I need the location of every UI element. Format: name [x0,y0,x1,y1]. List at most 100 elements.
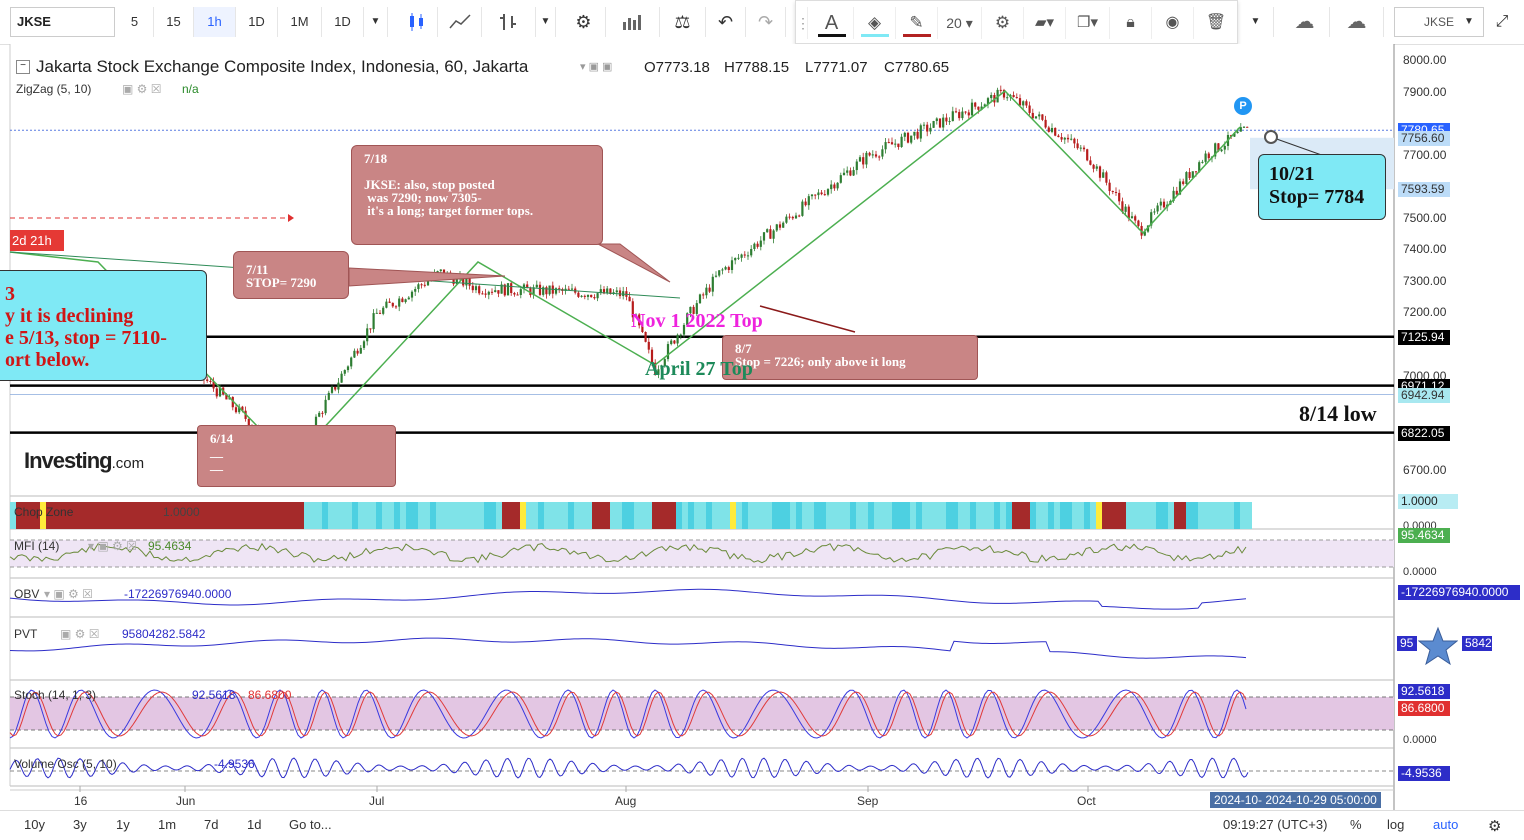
legend-menu-icon[interactable]: ▾ ▣ ▣ [580,61,613,73]
zigzag-settings-icon[interactable]: ▣ ⚙ ☒ [122,82,162,96]
note-7-18[interactable]: 7/18 JKSE: also, stop posted was 7290; n… [351,145,603,245]
interval-1d-alt[interactable]: 1D [322,7,364,37]
interval-1h[interactable]: 1h [194,7,236,37]
range-1m[interactable]: 1m [158,817,177,832]
chopzone-bar [958,502,964,529]
chopzone-bar [904,502,910,529]
compare-scale-icon[interactable]: ⚖ [660,7,706,37]
candle-body [401,298,404,303]
undo-icon[interactable]: ↶ [706,7,746,37]
delete-trash-icon[interactable]: 🗑︎ [1205,14,1227,31]
candle-body [1012,95,1015,98]
candle-body [756,243,759,247]
chopzone-bar [22,502,28,529]
interval-1m[interactable]: 1M [278,7,322,37]
compare-symbol-input[interactable]: JKSE [1394,7,1484,37]
candle-body [682,324,686,335]
symbol-dropdown-icon[interactable]: ▼ [1464,16,1474,27]
interval-15[interactable]: 15 [154,7,194,37]
candle-body [708,287,711,292]
p-marker[interactable]: P [1234,97,1252,115]
candle-body [1114,191,1118,193]
indicators-icon[interactable] [606,7,660,37]
obv-settings-icon[interactable]: ▾ ▣ ⚙ ☒ [44,587,93,601]
chopzone-bar [886,502,892,529]
candle-body [938,118,942,128]
pvt-settings-icon[interactable]: ▣ ⚙ ☒ [60,627,100,641]
chopzone-bar [418,502,424,529]
note-7-11[interactable]: 7/11 STOP= 7290 [233,251,349,299]
settings-gear-icon[interactable]: ⚙ [562,7,606,37]
mfi-settings-icon[interactable]: ▾ ▣ ⚙ ☒ [88,539,137,553]
cloud-load-icon[interactable]: ☁ [1280,7,1330,37]
candle-body [906,132,910,143]
range-1d[interactable]: 1d [247,817,262,832]
chart-type-dropdown-icon[interactable]: ▼ [536,7,556,37]
candle-body [810,194,814,197]
border-color-icon[interactable]: ✎ [896,7,938,39]
collapse-legend-icon[interactable]: − [16,60,30,74]
symbol-input[interactable]: JKSE [10,7,115,37]
clone-icon[interactable]: ❐▾ [1066,7,1110,39]
stop-note[interactable]: 10/21 Stop= 7784 [1258,154,1386,220]
star-icon[interactable] [1417,626,1459,666]
auto-toggle[interactable]: auto [1433,817,1459,832]
chopzone-bar [1180,502,1186,529]
fill-color-icon[interactable]: ◈ [854,7,896,39]
chopzone-bar [232,502,238,529]
font-size-select[interactable]: 20 ▾ [938,7,982,39]
cloud-save-icon[interactable]: ☁ [1330,7,1384,37]
drawing-settings-icon[interactable]: ⚙ [982,7,1024,39]
chopzone-bar [346,502,352,529]
chopzone-bar [58,502,64,529]
chopzone-bar [448,502,454,529]
price-tick-label: 6700.00 [1403,463,1447,478]
note-6-14[interactable]: 6/14 __ __ [197,425,396,487]
range-7d[interactable]: 7d [204,817,219,832]
pvt-axis-tag-left: 95 [1397,636,1417,651]
chopzone-bar [334,502,340,529]
candle-body [535,284,538,288]
candle-body [609,288,612,295]
visibility-eye-icon[interactable]: ◉ [1152,7,1194,39]
candle-body [788,216,791,218]
text-color-icon[interactable]: A [810,7,854,39]
candle-body [324,399,327,414]
range-1y[interactable]: 1y [116,817,130,832]
line-chart-icon[interactable] [438,7,482,37]
candle-body [692,306,695,314]
lock-icon[interactable]: 🔒︎ [1110,7,1152,39]
chart-settings-icon[interactable]: ⚙ [1488,818,1502,835]
candle-body [1153,211,1156,213]
interval-5[interactable]: 5 [116,7,154,37]
fullscreen-icon[interactable]: ⤢ [1495,13,1509,30]
candle-body [1038,114,1041,117]
candle-body [970,102,974,116]
interval-dropdown-icon[interactable]: ▼ [364,7,388,37]
chopzone-bar [838,502,844,529]
time-label-jun: Jun [176,794,196,808]
candle-body [631,301,634,318]
redo-icon[interactable]: ↷ [746,7,786,37]
note-8-7[interactable]: 8/7 Stop = 7226; only above it long [722,335,978,380]
candle-body [1028,105,1031,113]
interval-1d[interactable]: 1D [236,7,278,37]
range-3y[interactable]: 3y [73,817,87,832]
bars-icon[interactable] [482,7,536,37]
log-toggle[interactable]: log [1387,817,1405,832]
left-cyan-note[interactable]: 3 y it is declining e 5/13, stop = 7110-… [0,270,207,381]
range-10y[interactable]: 10y [24,817,45,832]
candle-body [884,142,887,150]
volosc-value: -4.9536 [214,757,255,771]
visual-order-icon[interactable]: ▰▾ [1024,7,1066,39]
candle-body [794,215,798,219]
chopzone-bar [364,502,370,529]
fullscreen-dropdown-icon[interactable]: ▼ [1238,7,1274,37]
goto-button[interactable]: Go to... [289,817,332,832]
chopzone-bar [748,502,754,529]
percent-toggle[interactable]: % [1350,817,1362,832]
drag-handle-icon[interactable]: ⋮ [796,7,810,39]
chopzone-bar [280,502,286,529]
candles-icon[interactable] [396,7,438,37]
chopzone-bar [928,502,934,529]
